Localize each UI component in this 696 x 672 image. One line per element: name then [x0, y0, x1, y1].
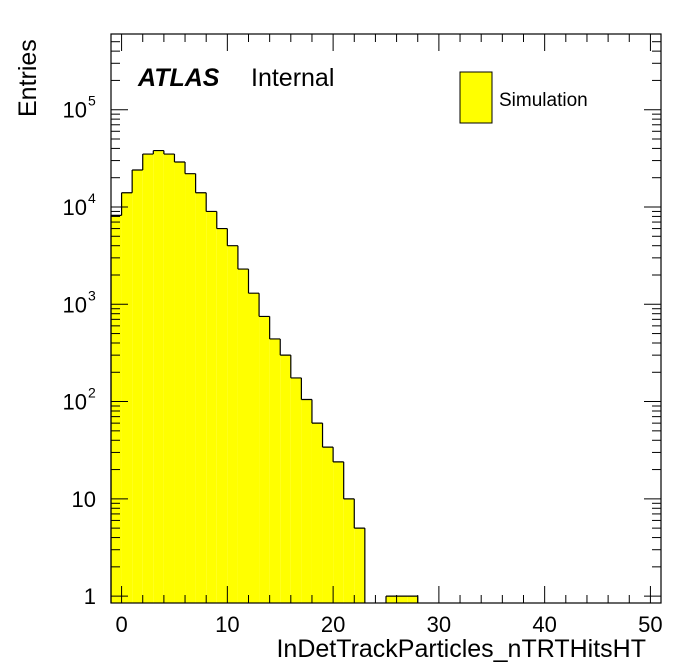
legend: Simulation	[459, 71, 588, 124]
legend-swatch-simulation	[459, 71, 493, 124]
histogram-bar	[216, 228, 228, 603]
x-axis-label: InDetTrackParticles_nTRTHitsHT	[276, 635, 646, 663]
y-tick-label: 1	[84, 584, 96, 609]
histogram-bar	[311, 423, 323, 603]
histogram-bar	[248, 293, 260, 603]
histogram-bar	[343, 498, 355, 603]
histogram-bar	[386, 596, 397, 603]
histogram-bar	[407, 596, 418, 603]
atlas-label: ATLAS	[137, 64, 220, 92]
histogram-bar	[111, 215, 122, 603]
histogram-bar	[396, 596, 408, 603]
y-tick-label: 10	[63, 390, 87, 415]
y-tick-label: 10	[72, 487, 96, 512]
atlas-status-label: Internal	[251, 64, 334, 92]
histogram-bar	[259, 316, 270, 603]
atlas-annotation: ATLAS Internal	[137, 64, 334, 92]
histogram-bar	[290, 377, 302, 603]
x-tick-label: 50	[638, 612, 662, 637]
y-tick-exponent: 5	[88, 93, 96, 109]
histogram-bar	[227, 245, 238, 603]
histogram-bar	[174, 162, 186, 603]
y-tick-label: 10	[63, 195, 87, 220]
histogram-bar	[121, 192, 133, 603]
x-tick-label: 40	[532, 612, 556, 637]
y-tick-label: 10	[63, 292, 87, 317]
histogram-bar	[153, 150, 164, 603]
histogram-bar	[333, 461, 344, 603]
x-tick-label: 30	[427, 612, 451, 637]
histogram-bar	[206, 211, 217, 603]
y-tick-exponent: 2	[88, 385, 96, 401]
y-tick-label: 10	[63, 98, 87, 123]
histogram-bar	[322, 447, 334, 603]
y-tick-exponent: 4	[88, 190, 96, 206]
y-tick-exponent: 3	[88, 287, 96, 303]
axis-ticks	[111, 33, 661, 603]
histogram-bar	[280, 355, 291, 603]
histogram-bar	[185, 173, 196, 604]
histogram-bar	[237, 269, 249, 603]
x-tick-label: 0	[115, 612, 127, 637]
histogram-bar	[269, 338, 281, 603]
y-axis-label: Entries	[14, 39, 42, 117]
histogram-bar	[163, 154, 175, 603]
x-tick-label: 20	[321, 612, 345, 637]
plot-frame	[110, 33, 662, 604]
legend-entry-simulation: Simulation	[499, 90, 588, 111]
histogram-bar	[301, 399, 312, 603]
x-tick-labels: 0 10 20 30 40 50	[115, 612, 662, 637]
x-tick-label: 10	[215, 612, 239, 637]
histogram-bar	[354, 528, 365, 603]
histogram-bar	[142, 154, 154, 603]
histogram-bars	[110, 149, 419, 604]
histogram-bar	[132, 170, 143, 603]
histogram-bar	[195, 192, 207, 603]
